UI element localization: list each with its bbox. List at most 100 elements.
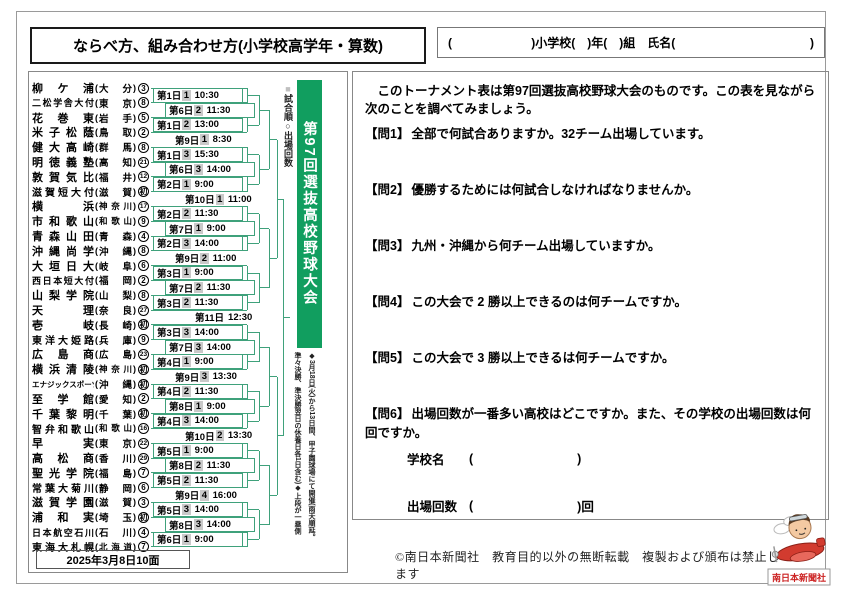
bracket-line (259, 405, 269, 407)
page-frame (16, 11, 826, 584)
team-prefecture: 東京 (99, 439, 132, 451)
match-label: 第5日 3 14:00 (153, 502, 243, 518)
question-6-label: 【問6】 (365, 407, 410, 422)
paren: ) (133, 275, 136, 286)
bracket-canvas: 柳ケ浦(大分) 3 二松学舎大付(東京) 8 花巻東(岩手) 5 米子松蔭(鳥取) 2 健大高崎… (32, 74, 324, 554)
answer-close-paren: ) (577, 451, 582, 466)
appearance-count-badge: 2 (138, 274, 149, 286)
appearance-count-badge: 5 (138, 112, 149, 124)
paren: ) (133, 157, 136, 167)
appearance-count-badge: 初 (138, 378, 149, 390)
mascot-airplane-icon: 南日本新聞社 (767, 514, 831, 586)
paren: ) (133, 83, 136, 93)
team-row: 沖縄尚学(沖縄) 8 (32, 244, 151, 258)
team-name: 千葉黎明 (32, 408, 94, 421)
team-row: 敦賀気比(福井) 12 (32, 170, 151, 184)
team-name: 西日本短大付 (32, 275, 94, 286)
team-name: 米子松蔭 (32, 127, 94, 140)
paren: ( (95, 231, 98, 241)
team-prefecture: 福井 (99, 172, 132, 184)
match-label: 第4日 3 14:00 (153, 413, 243, 429)
team-prefecture: 滋賀 (99, 187, 132, 199)
bracket-line (247, 390, 259, 392)
tournament-note: ◆3月18日(火)から13日間、甲子園球場にて開催(雨天順延。準々決勝、準決勝翌… (294, 352, 315, 541)
team-row: 滋賀学園(滋賀) 3 (32, 495, 151, 509)
appearance-count-badge: 2 (138, 126, 149, 138)
team-row: 西日本短大付(福岡) 2 (32, 273, 151, 287)
paren: ( (95, 97, 98, 108)
team-row: 浦和実(埼玉) 初 (32, 510, 151, 524)
bracket-line (151, 487, 247, 489)
paren: ) (133, 364, 136, 375)
team-prefecture: 奈良 (99, 306, 132, 317)
team-name: 壱岐 (32, 319, 94, 332)
appearance-count-badge: 8 (138, 97, 149, 109)
paren: ) (133, 497, 136, 508)
answer-close-paren-kai: )回 (577, 500, 594, 515)
question-5-text: この大会で 3 勝以上できるは何チームですか。 (411, 351, 675, 366)
paren: ) (133, 245, 136, 256)
team-prefecture: 群馬 (99, 143, 132, 155)
team-prefecture: 岐阜 (99, 261, 132, 273)
appearance-count-badge: 8 (138, 141, 149, 153)
match-label: 第7日 3 14:00 (165, 339, 255, 355)
team-name: 横浜清陵 (32, 364, 94, 377)
question-6: 【問6】 出場回数が一番多い高校はどこですか。また、その学校の出場回数は何回ですか… (365, 403, 816, 441)
team-prefecture: 和歌山 (99, 216, 132, 227)
match-label: 第1日 2 13:00 (153, 117, 243, 133)
name-field-labels: )小学校( )年( )組 氏名( (531, 36, 676, 50)
team-row: 健大高崎(群馬) 8 (32, 140, 151, 154)
match-label: 第9日 3 13:30 (172, 370, 266, 384)
paren: ( (95, 260, 98, 271)
team-name: 常葉大菊川 (32, 484, 94, 496)
bracket-line (259, 168, 269, 170)
appearance-count-badge: 27 (138, 304, 149, 316)
appearance-count-label: 出場回数 (283, 131, 293, 167)
bracket-line (269, 139, 277, 141)
bracket-line (151, 368, 247, 370)
paren: ( (95, 334, 98, 345)
appearance-count-badge: 29 (138, 452, 149, 464)
match-label: 第9日 4 16:00 (172, 488, 266, 502)
team-row: 千葉黎明(千葉) 初 (32, 407, 151, 421)
team-row: 柳ケ浦(大分) 3 (32, 81, 151, 95)
worksheet-title-box: ならべ方、組み合わせ方(小学校高学年・算数) (30, 27, 426, 64)
paren: ) (133, 467, 136, 478)
team-row: 滋賀短大付(滋賀) 初 (32, 185, 151, 199)
team-row: 壱岐(長崎) 初 (32, 318, 151, 332)
team-row: 智弁和歌山(和歌山) 16 (32, 421, 151, 436)
team-name: 花巻東 (32, 112, 94, 125)
appearance-count-badge: 4 (138, 526, 149, 538)
paren: ) (133, 482, 136, 493)
team-row: 横浜(神奈川) 17 (32, 199, 151, 213)
appearance-count-badge: 6 (138, 260, 149, 272)
answer-open-paren: ( (469, 451, 474, 466)
team-prefecture: 和歌山 (99, 423, 132, 434)
bracket-line (151, 309, 247, 311)
match-label: 第4日 1 9:00 (153, 354, 243, 370)
paren: ) (133, 260, 136, 271)
match-order-label: 試合順 (283, 94, 293, 121)
team-name: 早実 (32, 438, 94, 451)
appearance-count-badge: 23 (138, 348, 149, 360)
bracket-line (259, 228, 269, 230)
name-field-open-paren: ( (448, 35, 452, 50)
team-prefecture: 福岡 (99, 276, 132, 288)
school-name-label: 学校名 (407, 453, 445, 468)
question-6-count-answer-line: 出場回数 ( )回 (407, 496, 816, 515)
team-name: 健大高崎 (32, 142, 94, 155)
team-prefecture: 石川 (99, 528, 132, 539)
question-3: 【問3】 九州・沖縄から何チーム出場していますか。 (365, 235, 816, 254)
bracket-line (277, 435, 283, 437)
match-label: 第6日 1 9:00 (153, 532, 243, 547)
team-name: 浦和実 (32, 512, 94, 525)
team-prefecture: 愛知 (99, 394, 132, 406)
paren: ) (133, 334, 136, 345)
team-row: 至学館(愛知) 2 (32, 392, 151, 406)
team-name: エナジックスポーツ (32, 379, 94, 389)
appearance-count-badge: 4 (138, 230, 149, 242)
match-label: 第1日 3 15:30 (153, 147, 243, 162)
appearance-count-badge: 初 (138, 408, 149, 420)
appearance-count-answer-label: 出場回数 (407, 500, 458, 515)
team-prefecture: 香川 (99, 454, 132, 465)
